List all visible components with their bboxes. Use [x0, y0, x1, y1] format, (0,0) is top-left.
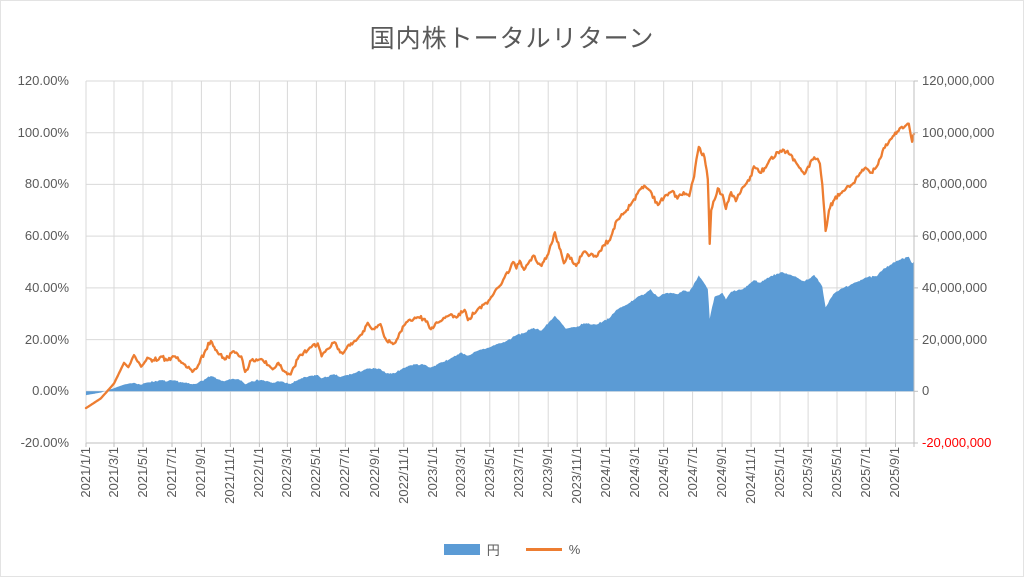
x-axis-tick-label: 2023/1/1: [424, 447, 440, 498]
x-axis-tick-label: 2025/1/1: [772, 447, 788, 498]
x-axis-tick-label: 2024/9/1: [714, 447, 730, 498]
x-axis-tick-label: 2024/7/1: [684, 447, 700, 498]
y-axis-right-tick-label: 0: [922, 383, 930, 399]
y-axis-right-tick-label: 20,000,000: [922, 331, 988, 347]
legend-label-yen: 円: [486, 543, 500, 558]
chart-title: 国内株トータルリターン: [369, 25, 655, 53]
yen-area-series: [86, 256, 914, 396]
y-axis-left-tick-label: 20.00%: [24, 331, 69, 347]
y-axis-right-tick-label: 60,000,000: [922, 228, 988, 244]
y-axis-left-tick-label: 120.00%: [17, 73, 69, 88]
x-axis-tick-label: 2022/7/1: [337, 447, 353, 498]
x-axis-tick-label: 2021/1/1: [78, 447, 93, 498]
yen-area-swatch-icon: [443, 544, 480, 555]
y-axis-left-tick-label: 0.00%: [32, 383, 69, 399]
y-axis-right-tick-label: -20,000,000: [922, 435, 992, 450]
x-axis-tick-label: 2024/5/1: [655, 447, 671, 498]
x-axis-tick-label: 2023/11/1: [569, 447, 585, 504]
y-axis-left-tick-label: -20.00%: [20, 435, 69, 450]
x-axis-tick-label: 2023/7/1: [510, 447, 526, 498]
y-axis-right-tick-label: 40,000,000: [922, 279, 988, 295]
x-axis-tick-label: 2022/3/1: [279, 447, 295, 498]
y-axis-left-tick-label: 80.00%: [24, 176, 69, 192]
x-axis-tick-label: 2025/7/1: [858, 447, 874, 498]
x-axis-tick-label: 2023/5/1: [481, 447, 497, 498]
x-axis-tick-label: 2025/9/1: [887, 447, 903, 498]
x-axis-tick-label: 2021/7/1: [163, 447, 179, 498]
x-axis-tick-label: 2025/3/1: [800, 447, 816, 498]
legend: 円 %: [1, 540, 1023, 559]
y-axis-left-tick-label: 40.00%: [24, 279, 69, 295]
pct-line-swatch-icon: [525, 548, 562, 551]
x-axis-tick-label: 2022/1/1: [251, 447, 267, 498]
y-axis-right-tick-label: 100,000,000: [922, 124, 995, 140]
legend-item-yen: 円: [443, 540, 500, 559]
legend-item-pct: %: [525, 542, 581, 557]
y-axis-right-tick-label: 80,000,000: [922, 176, 988, 192]
pct-line-series: [84, 122, 916, 410]
x-axis-tick-label: 2021/5/1: [135, 447, 150, 498]
x-axis-tick-label: 2025/5/1: [829, 447, 845, 498]
x-axis-tick-label: 2024/1/1: [598, 447, 614, 498]
x-axis-tick-label: 2021/11/1: [222, 447, 238, 504]
y-axis-right-tick-label: 120,000,000: [922, 73, 995, 88]
x-axis-tick-label: 2024/3/1: [626, 447, 642, 498]
x-axis-tick-label: 2024/11/1: [743, 447, 759, 504]
x-axis-tick-label: 2023/3/1: [452, 447, 468, 498]
x-axis-tick-label: 2021/3/1: [106, 447, 122, 498]
x-axis-tick-label: 2023/9/1: [540, 447, 556, 498]
x-axis-tick-label: 2021/9/1: [193, 447, 209, 498]
x-axis-tick-label: 2022/9/1: [366, 447, 382, 498]
y-axis-left-tick-label: 60.00%: [24, 228, 69, 244]
x-axis-tick-label: 2022/11/1: [395, 447, 411, 504]
legend-label-pct: %: [568, 542, 581, 557]
x-axis-tick-label: 2022/5/1: [308, 447, 324, 498]
y-axis-left-tick-label: 100.00%: [17, 124, 69, 140]
